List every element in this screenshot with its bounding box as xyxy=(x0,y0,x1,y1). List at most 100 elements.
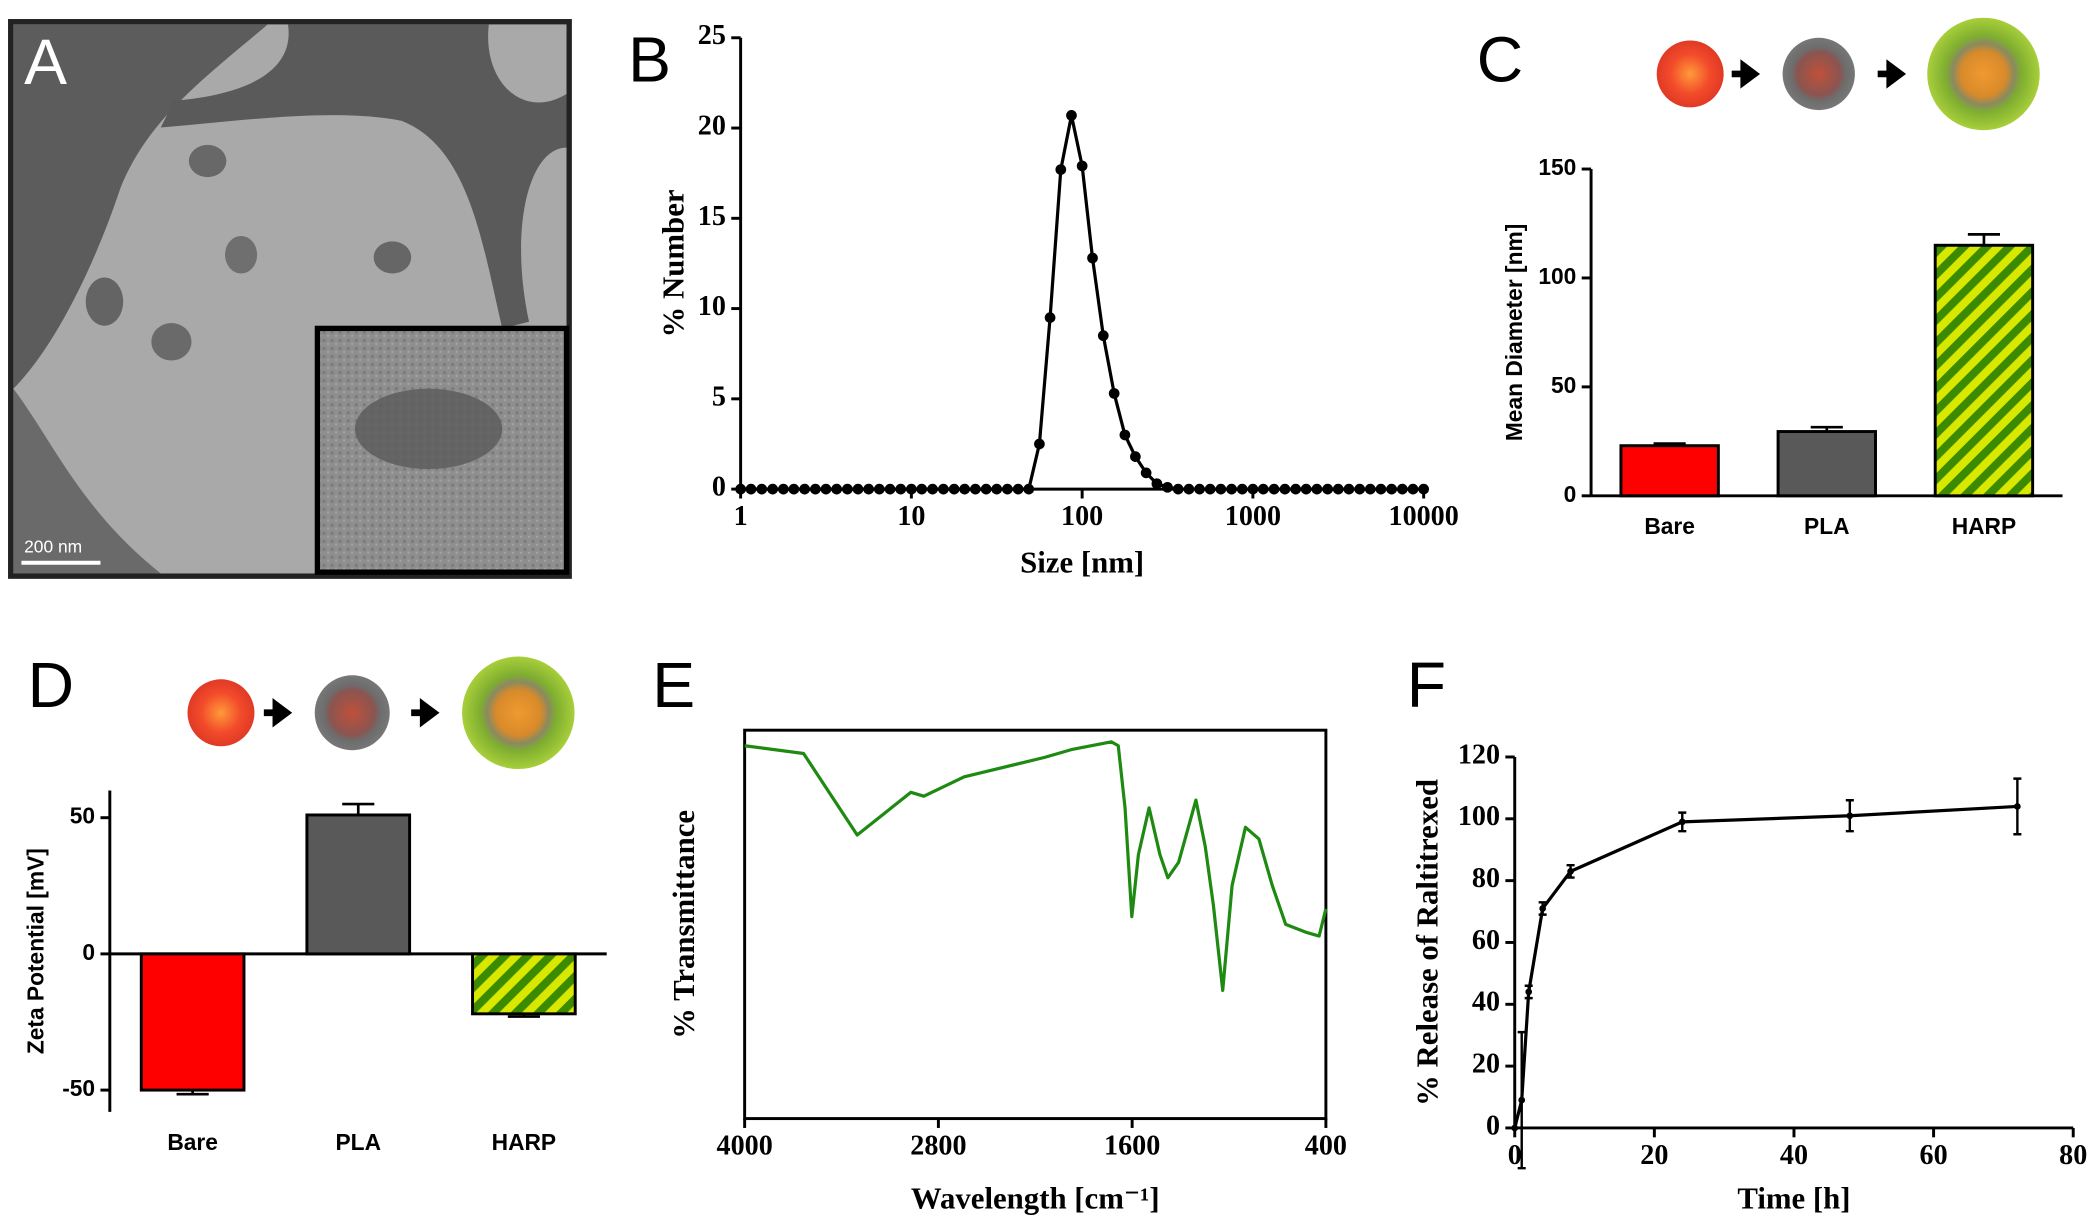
plot-frame xyxy=(743,728,1328,1121)
error-bar xyxy=(1653,442,1686,446)
data-point xyxy=(1204,483,1216,495)
y-axis-label: % Transmittance xyxy=(667,810,701,1039)
x-tick-label: 1 xyxy=(734,501,748,532)
y-tick-label: 20 xyxy=(698,110,726,141)
data-point xyxy=(1846,812,1854,820)
y-tick-label: 50 xyxy=(70,803,95,829)
y-tick-label: 120 xyxy=(1458,739,1500,770)
data-point xyxy=(1108,388,1120,399)
panel-letter: C xyxy=(1477,24,1523,96)
data-point xyxy=(1322,483,1334,495)
data-point xyxy=(1087,252,1098,264)
data-point xyxy=(970,483,981,495)
data-point xyxy=(831,483,842,495)
data-line xyxy=(1513,804,2018,1129)
data-point xyxy=(916,483,928,495)
data-point xyxy=(1300,483,1312,495)
y-tick-label: 15 xyxy=(698,201,726,232)
data-point xyxy=(1678,818,1686,826)
data-line xyxy=(744,740,1328,993)
error-bar xyxy=(1967,233,2000,246)
x-tick-label: 40 xyxy=(1780,1140,1808,1171)
data-point xyxy=(1140,467,1152,479)
data-point xyxy=(884,483,896,495)
data-point xyxy=(1002,483,1013,495)
y-tick-label: 100 xyxy=(1538,263,1576,289)
bar xyxy=(1933,243,2035,498)
x-tick-label: HARP xyxy=(1952,513,2016,539)
data-point xyxy=(1172,483,1184,495)
x-axis-label: Size [nm] xyxy=(1020,546,1144,580)
data-point xyxy=(2014,803,2021,810)
data-point xyxy=(980,483,992,495)
y-axis-label: % Release of Raltitrexed xyxy=(1410,779,1444,1106)
data-point xyxy=(735,483,746,495)
data-point xyxy=(1215,483,1227,495)
y-tick-label: 60 xyxy=(1472,925,1500,956)
data-point xyxy=(1518,1096,1526,1104)
data-point xyxy=(810,483,821,495)
data-point xyxy=(1236,483,1248,495)
x-axis-label: Time [h] xyxy=(1737,1182,1850,1216)
data-point xyxy=(906,483,917,495)
y-tick-label: 80 xyxy=(1472,863,1500,894)
data-point xyxy=(1407,483,1419,495)
data-point xyxy=(1279,483,1291,495)
x-tick-label: 1600 xyxy=(1104,1130,1160,1161)
error-bar xyxy=(1810,425,1843,432)
x-tick-label: PLA xyxy=(336,1129,382,1155)
data-point xyxy=(1375,483,1387,495)
y-tick-label: 100 xyxy=(1458,801,1500,832)
y-tick-label: 0 xyxy=(1564,481,1577,507)
x-tick-label: HARP xyxy=(492,1129,556,1155)
y-tick-label: 0 xyxy=(1486,1110,1500,1141)
data-point xyxy=(788,483,800,495)
x-tick-label: 10 xyxy=(897,501,925,532)
data-point xyxy=(1567,868,1574,875)
schematic-d xyxy=(187,656,575,770)
data-point xyxy=(852,483,864,495)
data-point xyxy=(820,483,832,495)
data-point xyxy=(1130,451,1141,462)
bar xyxy=(305,813,412,956)
y-tick-label: 50 xyxy=(1551,372,1576,398)
data-point xyxy=(1119,429,1131,441)
y-tick-label: 40 xyxy=(1472,987,1500,1018)
x-tick-label: 60 xyxy=(1920,1140,1948,1171)
error-bar xyxy=(176,1090,209,1096)
data-point xyxy=(1151,478,1163,490)
bar xyxy=(1619,444,1720,498)
panel-letter: F xyxy=(1407,649,1446,721)
x-tick-label: 20 xyxy=(1640,1140,1668,1171)
y-axis-label: Mean Diameter [nm] xyxy=(1501,224,1527,441)
data-point xyxy=(1162,481,1173,493)
data-point xyxy=(1268,483,1280,495)
x-tick-label: Bare xyxy=(1644,513,1695,539)
x-tick-label: Bare xyxy=(167,1129,218,1155)
data-point xyxy=(756,483,768,495)
panel-letter: D xyxy=(28,649,74,721)
data-point xyxy=(1332,483,1344,495)
y-tick-label: -50 xyxy=(62,1075,95,1101)
data-point xyxy=(799,483,810,495)
data-point xyxy=(895,483,907,495)
data-point xyxy=(1418,483,1430,495)
x-tick-label: 100 xyxy=(1061,501,1103,532)
x-tick-label: 1000 xyxy=(1225,501,1281,532)
schematic-c xyxy=(1656,17,2040,131)
data-point xyxy=(1386,483,1397,495)
x-tick-label: 80 xyxy=(2059,1140,2087,1171)
data-point xyxy=(1247,483,1259,495)
data-point xyxy=(1290,483,1302,495)
data-point xyxy=(1023,483,1035,495)
micrograph: 200 nm A xyxy=(8,19,572,579)
data-point xyxy=(778,483,789,495)
data-point xyxy=(991,483,1003,495)
data-point xyxy=(1194,483,1205,495)
data-point xyxy=(1354,483,1366,495)
error-bar xyxy=(507,1013,540,1018)
x-tick-label: 0 xyxy=(1508,1140,1522,1171)
data-point xyxy=(1257,483,1269,495)
